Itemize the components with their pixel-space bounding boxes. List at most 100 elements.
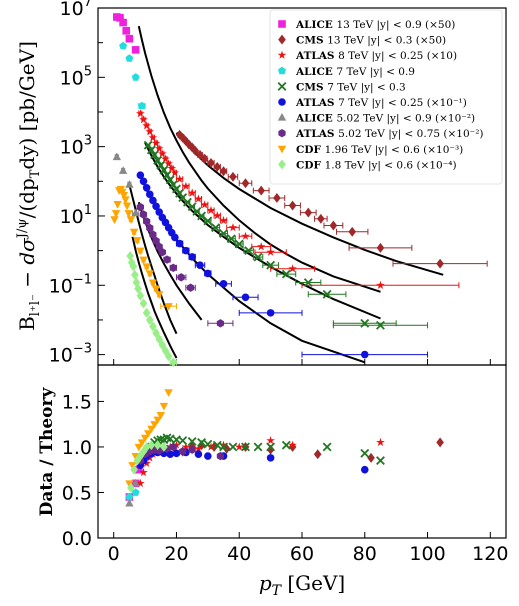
x-tick-label: 120 xyxy=(472,543,508,565)
data-point xyxy=(162,170,172,180)
data-point xyxy=(164,351,173,362)
data-point xyxy=(207,157,215,168)
data-point xyxy=(150,150,159,160)
data-point xyxy=(152,236,160,246)
ylabel-sub: l⁺l⁻ xyxy=(28,294,43,316)
cross-stroke xyxy=(211,223,221,233)
data-point xyxy=(136,290,145,301)
y-tick-label: 0.5 xyxy=(62,482,92,504)
data-point xyxy=(119,18,127,27)
cross-stroke xyxy=(143,140,153,150)
data-point xyxy=(159,165,169,175)
data-point xyxy=(142,263,151,271)
cross-stroke xyxy=(219,442,228,452)
legend-entry: ATLAS 5.02 TeV |y| < 0.75 (×10⁻²) xyxy=(295,128,484,141)
data-point xyxy=(376,280,385,289)
data-point xyxy=(142,183,151,192)
data-point xyxy=(165,175,175,185)
y-tick-label: 10−1 xyxy=(49,272,92,297)
ratio-point xyxy=(179,447,187,456)
data-point xyxy=(234,239,244,249)
data-point xyxy=(138,101,146,110)
data-point xyxy=(155,334,163,345)
data-point xyxy=(136,109,145,118)
ratio-point xyxy=(144,430,153,438)
ratio-series xyxy=(125,389,173,488)
y-tick-label: 103 xyxy=(60,134,92,159)
cross-stroke xyxy=(234,239,244,249)
legend-entry: ALICE 13 TeV |y| < 0.9 (×50) xyxy=(295,19,455,32)
data-point xyxy=(125,54,134,62)
ratio-point xyxy=(160,442,168,452)
data-point xyxy=(139,177,148,186)
data-point xyxy=(241,231,250,240)
ratio-point xyxy=(142,442,151,452)
xlabel-main: p xyxy=(259,571,272,595)
data-point xyxy=(360,350,369,359)
data-point xyxy=(139,210,148,219)
cross-stroke xyxy=(187,202,197,212)
series-cdf-1.8tev xyxy=(126,251,178,368)
data-point xyxy=(121,196,130,204)
series-alice-13tev xyxy=(113,13,140,54)
legend-entry: ALICE 5.02 TeV |y| < 0.9 (×10⁻²) xyxy=(295,113,475,126)
x-tick-label: 100 xyxy=(409,543,445,565)
ratio-point xyxy=(266,454,275,462)
cross-stroke xyxy=(253,252,263,262)
data-point xyxy=(164,303,173,311)
ratio-point xyxy=(241,442,250,452)
data-point xyxy=(187,283,195,292)
legend-marker xyxy=(278,66,286,75)
legend-entry: ALICE 7 TeV |y| < 0.9 xyxy=(295,66,415,79)
data-point xyxy=(281,269,291,279)
data-point xyxy=(204,269,212,278)
ratio-series xyxy=(127,440,168,493)
series-cms-13tev xyxy=(175,129,488,269)
legend-entry: ATLAS 7 TeV |y| < 0.25 (×10⁻¹) xyxy=(295,97,467,110)
ratio-point xyxy=(156,412,165,420)
series-atlas-7tev xyxy=(136,171,429,359)
series-atlas-8tev xyxy=(136,109,460,289)
ratio-point xyxy=(288,440,297,449)
series-alice-5.02tev xyxy=(112,152,140,217)
cross-stroke xyxy=(178,436,188,446)
xlabel-unit: [GeV] xyxy=(281,571,345,595)
data-point xyxy=(206,205,216,215)
data-point xyxy=(143,217,151,226)
bottom-panel-points xyxy=(125,389,444,507)
data-point xyxy=(149,196,157,205)
data-point xyxy=(161,154,170,163)
data-point xyxy=(200,153,209,164)
ratio-point xyxy=(367,452,375,463)
cross-stroke xyxy=(266,442,276,452)
data-point xyxy=(329,220,338,231)
data-point xyxy=(197,211,207,221)
data-point xyxy=(228,223,238,232)
series-alice-7tev xyxy=(119,41,146,110)
ratio-point xyxy=(322,442,332,452)
data-point xyxy=(122,26,131,35)
series-cdf-1.96tev xyxy=(110,185,177,311)
data-point xyxy=(317,213,325,224)
ratio-point xyxy=(137,439,147,447)
data-point xyxy=(119,41,128,50)
ratio-point xyxy=(203,439,213,449)
ratio-point xyxy=(164,389,173,397)
data-point xyxy=(148,279,158,288)
cross-stroke xyxy=(159,165,169,175)
data-point xyxy=(119,192,129,200)
ratio-point xyxy=(219,442,228,452)
ylabel-tsub: T xyxy=(28,169,43,178)
data-point xyxy=(304,207,313,218)
x-tick-label: 60 xyxy=(290,543,314,565)
cross-stroke xyxy=(303,278,313,287)
ratio-point xyxy=(219,440,228,449)
ratio-point xyxy=(234,442,244,451)
ratio-point xyxy=(150,421,159,429)
ratio-point xyxy=(131,478,140,487)
cross-stroke xyxy=(156,160,166,170)
data-point xyxy=(219,215,228,225)
data-point xyxy=(203,216,213,226)
data-point xyxy=(142,307,151,318)
data-point xyxy=(322,289,332,299)
